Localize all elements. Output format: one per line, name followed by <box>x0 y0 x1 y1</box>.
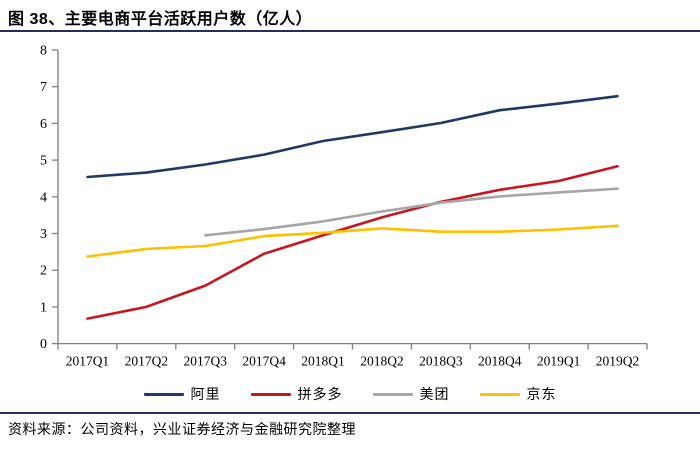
svg-text:2017Q3: 2017Q3 <box>184 354 228 369</box>
legend-label-pinduoduo: 拼多多 <box>297 386 343 402</box>
legend-item-meituan: 美团 <box>372 384 450 404</box>
legend-swatch-ali <box>143 392 184 396</box>
legend-label-jd: 京东 <box>526 386 557 402</box>
svg-text:1: 1 <box>40 300 47 315</box>
svg-text:2017Q2: 2017Q2 <box>125 354 169 369</box>
svg-text:3: 3 <box>40 227 47 242</box>
svg-text:2017Q1: 2017Q1 <box>66 354 110 369</box>
svg-text:8: 8 <box>40 44 47 59</box>
legend-swatch-meituan <box>372 392 413 396</box>
chart-legend: 阿里 拼多多 美团 京东 <box>0 383 700 405</box>
svg-text:2019Q1: 2019Q1 <box>537 354 581 369</box>
svg-text:2019Q2: 2019Q2 <box>596 354 640 369</box>
page-title: 图 38、主要电商平台活跃用户数（亿人） <box>8 11 313 28</box>
legend-item-ali: 阿里 <box>143 384 221 404</box>
svg-text:7: 7 <box>40 80 47 95</box>
svg-text:5: 5 <box>40 154 47 169</box>
legend-swatch-jd <box>479 392 520 396</box>
svg-text:4: 4 <box>40 190 47 205</box>
footer-divider <box>0 412 700 414</box>
svg-text:0: 0 <box>40 337 47 352</box>
source-note: 资料来源：公司资料，兴业证券经济与金融研究院整理 <box>8 423 356 438</box>
svg-text:2018Q2: 2018Q2 <box>360 354 404 369</box>
legend-item-pinduoduo: 拼多多 <box>250 384 343 404</box>
legend-label-ali: 阿里 <box>190 386 221 402</box>
svg-text:2018Q3: 2018Q3 <box>419 354 463 369</box>
line-chart-canvas: 0 1 2 3 4 5 6 7 8 2017Q1 2017Q2 2017Q3 2017Q4 2018Q1 2… <box>40 44 648 369</box>
svg-text:6: 6 <box>40 117 47 132</box>
svg-text:2017Q4: 2017Q4 <box>242 354 286 369</box>
title-divider <box>0 30 700 32</box>
legend-swatch-pinduoduo <box>250 392 291 396</box>
svg-text:2018Q4: 2018Q4 <box>478 354 522 369</box>
legend-item-jd: 京东 <box>479 384 557 404</box>
svg-text:2: 2 <box>40 264 47 279</box>
svg-text:2018Q1: 2018Q1 <box>301 354 345 369</box>
line-chart: 0 1 2 3 4 5 6 7 8 2017Q1 2017Q2 2017Q3 2017Q4 2018Q1 2… <box>0 38 700 378</box>
legend-label-meituan: 美团 <box>419 386 450 402</box>
